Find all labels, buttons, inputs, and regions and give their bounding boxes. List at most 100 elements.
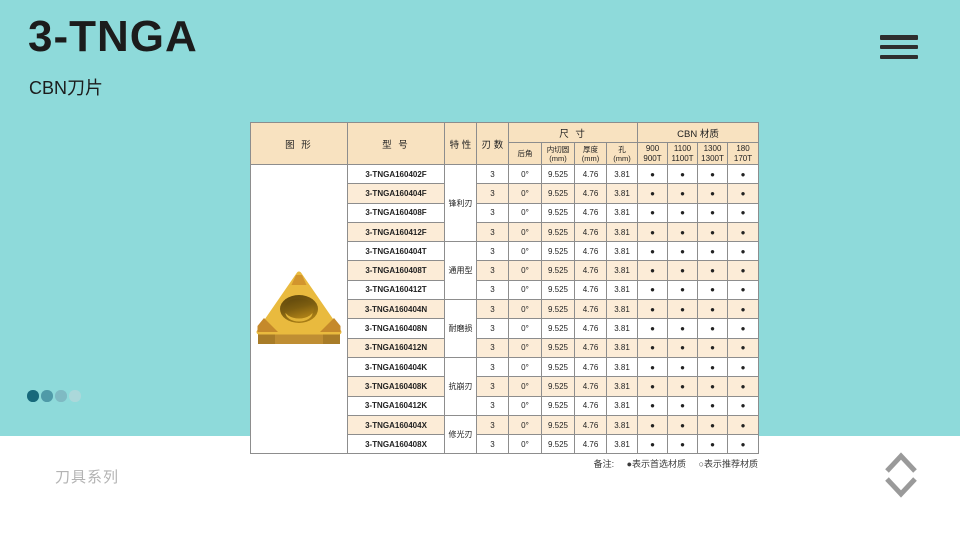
rear-angle-cell: 0° <box>508 163 542 185</box>
chevron-down-icon[interactable] <box>885 477 917 498</box>
pagination-dot[interactable] <box>55 390 67 402</box>
cbn-mark-cell-3: ● <box>727 163 760 185</box>
feature-cell: 抗崩刃 <box>444 356 477 416</box>
thickness-cell: 4.76 <box>574 434 607 455</box>
cbn-mark-cell-1: ● <box>667 434 699 455</box>
header-cbn-1100: 1100 1100T <box>667 142 699 165</box>
header-rear-angle: 后角 <box>508 142 542 165</box>
cbn-mark-cell-2: ● <box>697 395 729 416</box>
model-cell: 3-TNGA160404K <box>347 356 445 378</box>
table-row: 3-TNGA160412F 3 0° 9.525 4.76 3.81 ● ● ● ● <box>251 221 760 243</box>
spec-table-card: 图 形 型 号 特 性 刃 数 尺 寸 CBN 材质 后角 内切圆 (mm) 厚… <box>250 122 760 455</box>
cbn-mark-cell-2: ● <box>697 434 729 455</box>
spec-table-body: 3-TNGA160402F 锋利刃 3 0° 9.525 4.76 3.81 ● ● ● ● 3-TN… <box>250 163 760 455</box>
cbn-mark-cell-0: ● <box>637 202 669 223</box>
hamburger-bar <box>880 44 918 50</box>
hole-cell: 3.81 <box>605 279 639 301</box>
hole-cell: 3.81 <box>605 434 639 455</box>
cbn-mark-cell-0: ● <box>637 337 669 358</box>
hole-cell: 3.81 <box>605 241 639 262</box>
header-cbn-180: 180 170T <box>727 142 760 165</box>
pagination-dot[interactable] <box>69 390 81 402</box>
cbn-mark-cell-3: ● <box>727 260 760 281</box>
hole-cell: 3.81 <box>605 337 639 358</box>
hole-cell: 3.81 <box>605 318 639 339</box>
cbn-mark-cell-1: ● <box>667 376 699 397</box>
inscribed-circle-cell: 9.525 <box>541 318 575 339</box>
cbn-mark-cell-2: ● <box>697 183 729 204</box>
note-prefix: 备注: <box>593 459 615 469</box>
cbn-mark-cell-0: ● <box>637 318 669 339</box>
edges-cell: 3 <box>476 395 509 416</box>
edges-cell: 3 <box>476 183 509 204</box>
cbn-mark-cell-1: ● <box>667 241 699 262</box>
hamburger-bar <box>880 35 918 40</box>
inscribed-circle-cell: 9.525 <box>541 279 575 301</box>
rear-angle-cell: 0° <box>508 434 542 455</box>
model-cell: 3-TNGA160412N <box>347 337 445 358</box>
cbn-mark-cell-3: ● <box>727 279 760 301</box>
cbn-mark-cell-3: ● <box>727 395 760 416</box>
table-row: 3-TNGA160404X 修光刃 3 0° 9.525 4.76 3.81 ● ● ● ● <box>251 414 760 455</box>
edges-cell: 3 <box>476 163 509 185</box>
cbn-mark-cell-1: ● <box>667 356 699 378</box>
cbn-mark-cell-3: ● <box>727 202 760 223</box>
cbn-mark-cell-3: ● <box>727 221 760 243</box>
pagination-dot-active[interactable] <box>27 390 39 402</box>
rear-angle-cell: 0° <box>508 299 542 320</box>
rear-angle-cell: 0° <box>508 241 542 262</box>
edges-cell: 3 <box>476 414 509 436</box>
table-row: 3-TNGA160408X 3 0° 9.525 4.76 3.81 ● ● ● ● <box>251 434 760 455</box>
table-row: 3-TNGA160408K 3 0° 9.525 4.76 3.81 ● ● ● ● <box>251 376 760 397</box>
edges-cell: 3 <box>476 202 509 223</box>
cbn-mark-cell-2: ● <box>697 376 729 397</box>
cbn-mark-cell-3: ● <box>727 318 760 339</box>
table-row: 3-TNGA160404N 耐磨损 3 0° 9.525 4.76 3.81 ● ● ● ● <box>251 299 760 358</box>
edges-cell: 3 <box>476 260 509 281</box>
hole-cell: 3.81 <box>605 260 639 281</box>
cbn-mark-cell-2: ● <box>697 414 729 436</box>
hole-cell: 3.81 <box>605 414 639 436</box>
thickness-cell: 4.76 <box>574 356 607 378</box>
hole-cell: 3.81 <box>605 356 639 378</box>
edges-cell: 3 <box>476 221 509 243</box>
cbn-mark-cell-2: ● <box>697 202 729 223</box>
edges-cell: 3 <box>476 376 509 397</box>
spec-table-header: 图 形 型 号 特 性 刃 数 尺 寸 CBN 材质 后角 内切圆 (mm) 厚… <box>250 122 760 165</box>
table-row: 3-TNGA160408T 3 0° 9.525 4.76 3.81 ● ● ● ● <box>251 260 760 281</box>
cbn-mark-cell-0: ● <box>637 221 669 243</box>
cbn-mark-cell-0: ● <box>637 414 669 436</box>
cbn-mark-cell-2: ● <box>697 221 729 243</box>
chevron-up-icon[interactable] <box>885 452 917 473</box>
thickness-cell: 4.76 <box>574 376 607 397</box>
table-row: 3-TNGA160404T 通用型 3 0° 9.525 4.76 3.81 ● ● ● ● <box>251 241 760 301</box>
cbn-mark-cell-2: ● <box>697 279 729 301</box>
pagination-dot[interactable] <box>41 390 53 402</box>
inscribed-circle-cell: 9.525 <box>541 260 575 281</box>
header-hole: 孔 (mm) <box>605 142 639 165</box>
thickness-cell: 4.76 <box>574 279 607 301</box>
cbn-mark-cell-3: ● <box>727 299 760 320</box>
hole-cell: 3.81 <box>605 299 639 320</box>
rear-angle-cell: 0° <box>508 318 542 339</box>
cbn-mark-cell-2: ● <box>697 299 729 320</box>
thickness-cell: 4.76 <box>574 318 607 339</box>
thickness-cell: 4.76 <box>574 163 607 185</box>
cbn-mark-cell-0: ● <box>637 395 669 416</box>
cbn-mark-cell-3: ● <box>727 434 760 455</box>
rear-angle-cell: 0° <box>508 337 542 358</box>
hamburger-menu-icon[interactable] <box>878 34 920 60</box>
cbn-mark-cell-1: ● <box>667 279 699 301</box>
header-cbn-900: 900 900T <box>637 142 669 165</box>
inscribed-circle-cell: 9.525 <box>541 337 575 358</box>
header-inscribed-circle: 内切圆 (mm) <box>541 142 575 165</box>
model-cell: 3-TNGA160404X <box>347 414 445 436</box>
page-nav-arrows <box>884 452 918 498</box>
cbn-mark-cell-0: ● <box>637 376 669 397</box>
figure-cell <box>250 163 348 455</box>
table-row: 3-TNGA160404F 3 0° 9.525 4.76 3.81 ● ● ● ● <box>251 183 760 204</box>
cbn-mark-cell-2: ● <box>697 241 729 262</box>
thickness-cell: 4.76 <box>574 299 607 320</box>
table-row: 3-TNGA160408F 3 0° 9.525 4.76 3.81 ● ● ● ● <box>251 202 760 223</box>
rear-angle-cell: 0° <box>508 202 542 223</box>
